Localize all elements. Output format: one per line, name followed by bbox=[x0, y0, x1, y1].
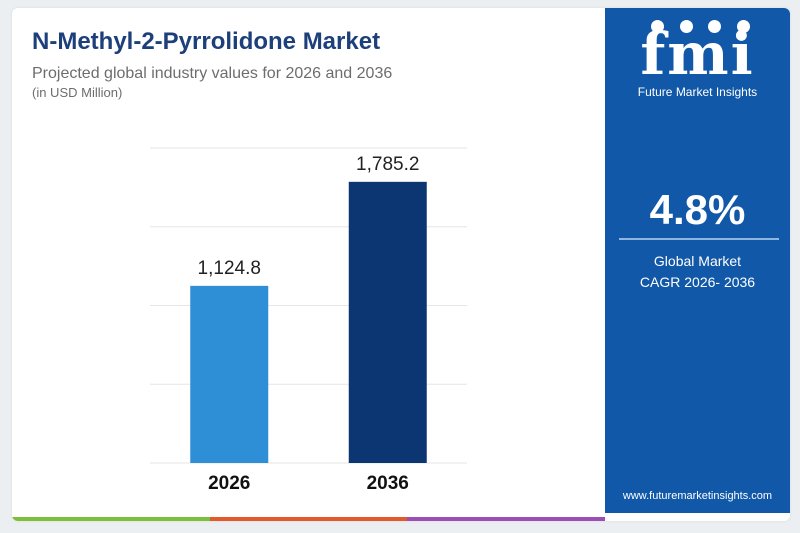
data-label-2036: 1,785.2 bbox=[356, 154, 419, 175]
sidebar-panel: fmi Future Market Insights 4.8% Global M… bbox=[605, 8, 790, 513]
stripe-segment-purple bbox=[407, 517, 606, 521]
chart-card: N-Methyl-2-Pyrrolidone Market Projected … bbox=[12, 8, 790, 521]
x-tick-label-2026: 2026 bbox=[208, 473, 250, 494]
bottom-color-stripe bbox=[12, 513, 606, 521]
bar-chart: 1,124.8 2026 1,785.2 2036 bbox=[150, 147, 467, 494]
cagr-label-line2: CAGR 2026- 2036 bbox=[639, 274, 756, 290]
website-link[interactable]: www.futuremarketinsights.com bbox=[622, 490, 773, 502]
logo-subtitle: Future Market Insights bbox=[637, 85, 758, 99]
unit-label: (in USD Million) bbox=[32, 85, 123, 100]
bar-2026 bbox=[190, 285, 269, 463]
bar-2036 bbox=[348, 181, 427, 463]
x-tick-label-2036: 2036 bbox=[367, 473, 409, 494]
cagr-divider bbox=[619, 238, 779, 240]
cagr-value: 4.8% bbox=[649, 186, 746, 233]
fmi-logo: fmi bbox=[640, 20, 755, 88]
data-label-2026: 1,124.8 bbox=[198, 258, 261, 279]
chart-title: N-Methyl-2-Pyrrolidone Market bbox=[32, 28, 381, 55]
stripe-segment-green bbox=[12, 517, 210, 521]
chart-subtitle: Projected global industry values for 202… bbox=[32, 65, 393, 82]
logo-people-icon bbox=[643, 16, 758, 36]
stripe-segment-orange bbox=[209, 517, 408, 521]
cagr-label-line1: Global Market bbox=[653, 253, 742, 269]
